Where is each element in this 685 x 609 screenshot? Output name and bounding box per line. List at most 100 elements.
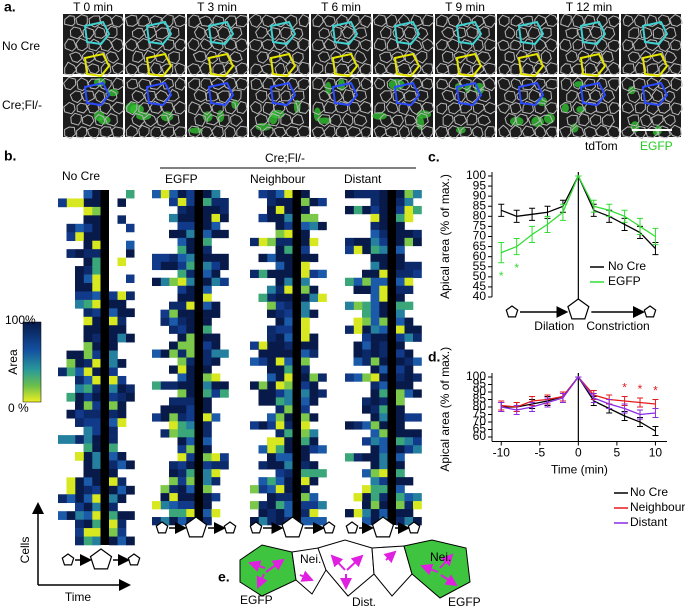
heatmap-cell [301, 405, 310, 414]
heatmap-cell [379, 397, 388, 406]
heatmap-cell [169, 341, 178, 350]
heatmap-cell [370, 493, 380, 502]
heatmap-cell [92, 215, 101, 225]
heatmap-cell [66, 359, 76, 368]
heatmap-cell [186, 373, 195, 382]
cell-membrane [111, 126, 126, 138]
cell-membrane [173, 126, 188, 138]
heatmap-cell [370, 405, 380, 414]
cell-membrane [373, 37, 387, 52]
cell-membrane [280, 113, 293, 127]
cell-membrane [149, 15, 162, 28]
heatmap-cell [83, 308, 93, 318]
cell-membrane [420, 125, 434, 140]
heatmap-cell [83, 401, 93, 411]
cell-membrane [498, 124, 511, 139]
heatmap-cell [92, 350, 101, 360]
y-tick-label: 95 [473, 178, 487, 192]
heatmap-cell [186, 277, 195, 287]
cell-membrane [471, 63, 485, 75]
cell-membrane [669, 63, 682, 75]
heatmap-cell [284, 509, 293, 518]
colorbar-title: Area [6, 349, 20, 375]
heatmap-cell [83, 316, 93, 326]
heatmap-cell [177, 509, 187, 518]
heatmap-cell [203, 421, 212, 430]
heatmap-cell [75, 350, 84, 360]
heatmap-cell [396, 269, 405, 279]
heatmap-cell [318, 389, 327, 398]
heatmap-cell [362, 349, 371, 358]
heatmap-cell [301, 341, 310, 350]
heatmap-cell [267, 477, 276, 486]
heatmap-cell [75, 249, 84, 258]
heatmap-cell [379, 229, 388, 239]
heatmap-cell [379, 469, 388, 478]
heatmap-cell [117, 308, 127, 318]
cell-membrane [94, 113, 106, 127]
heatmap-cell [301, 445, 310, 454]
cell-membrane [296, 125, 311, 138]
heatmap-cell [177, 197, 187, 207]
cell-label: Dist. [352, 595, 376, 609]
heatmap-cell [301, 509, 310, 518]
cell-membrane [421, 77, 434, 90]
heatmap-cell [169, 253, 178, 263]
cell-membrane [484, 38, 497, 52]
heatmap-cell [301, 469, 310, 478]
heatmap-cell [301, 421, 310, 430]
cell-membrane [521, 78, 535, 91]
heatmap-cell [186, 341, 195, 350]
cell-membrane [589, 113, 602, 127]
heatmap-cell [379, 213, 388, 223]
heatmap-cell [169, 213, 178, 223]
cell-membrane [453, 114, 468, 127]
cell-membrane [298, 13, 310, 28]
heatmap-cell [267, 357, 276, 366]
heatmap-cell [379, 293, 388, 302]
heatmap-cell [169, 501, 178, 510]
heatmap-cell [404, 205, 414, 215]
colorbar-max: 100% [5, 313, 36, 327]
heatmap-cell [396, 317, 405, 326]
heatmap-cell [379, 389, 388, 398]
heatmap-cell [267, 373, 276, 382]
cell-membrane [342, 112, 354, 127]
heatmap-cell [370, 477, 380, 486]
cell-membrane [312, 77, 325, 91]
cell-membrane [124, 38, 138, 52]
heatmap-cell [169, 301, 178, 310]
heatmap-cell [211, 309, 221, 318]
cell-membrane [297, 37, 310, 52]
heatmap-cell [362, 325, 371, 334]
cell-membrane [360, 126, 372, 138]
heatmap-cell [284, 501, 293, 510]
heatmap-cell [353, 421, 363, 430]
cell-membrane [105, 89, 118, 102]
heatmap-cell [404, 477, 414, 486]
micrograph [621, 14, 681, 74]
cell-membrane [521, 15, 534, 28]
heatmap-cell [309, 197, 319, 207]
cell-outline [331, 81, 359, 107]
heatmap-cell [284, 309, 293, 318]
cell-membrane [69, 90, 83, 104]
heatmap-cell [83, 198, 93, 208]
heatmap-cell [309, 309, 319, 318]
heatmap-cell [370, 309, 380, 318]
cell-membrane [346, 126, 362, 138]
heatmap-cell [275, 365, 285, 374]
heatmap-cell [203, 269, 212, 279]
heatmap-cell [169, 229, 178, 239]
y-axis-label: Apical area (% of max.) [438, 347, 452, 472]
heatmap-cell [318, 221, 327, 231]
heatmap-cell [284, 325, 293, 334]
heatmap-cell [404, 381, 414, 390]
heatmap-cell [186, 509, 195, 518]
heatmap-cell [258, 213, 268, 223]
heatmap-cell [258, 349, 268, 358]
cell-membrane [607, 125, 621, 140]
heatmap-cell [169, 197, 178, 207]
heatmap-cell [353, 349, 363, 358]
cell-membrane [477, 88, 491, 103]
